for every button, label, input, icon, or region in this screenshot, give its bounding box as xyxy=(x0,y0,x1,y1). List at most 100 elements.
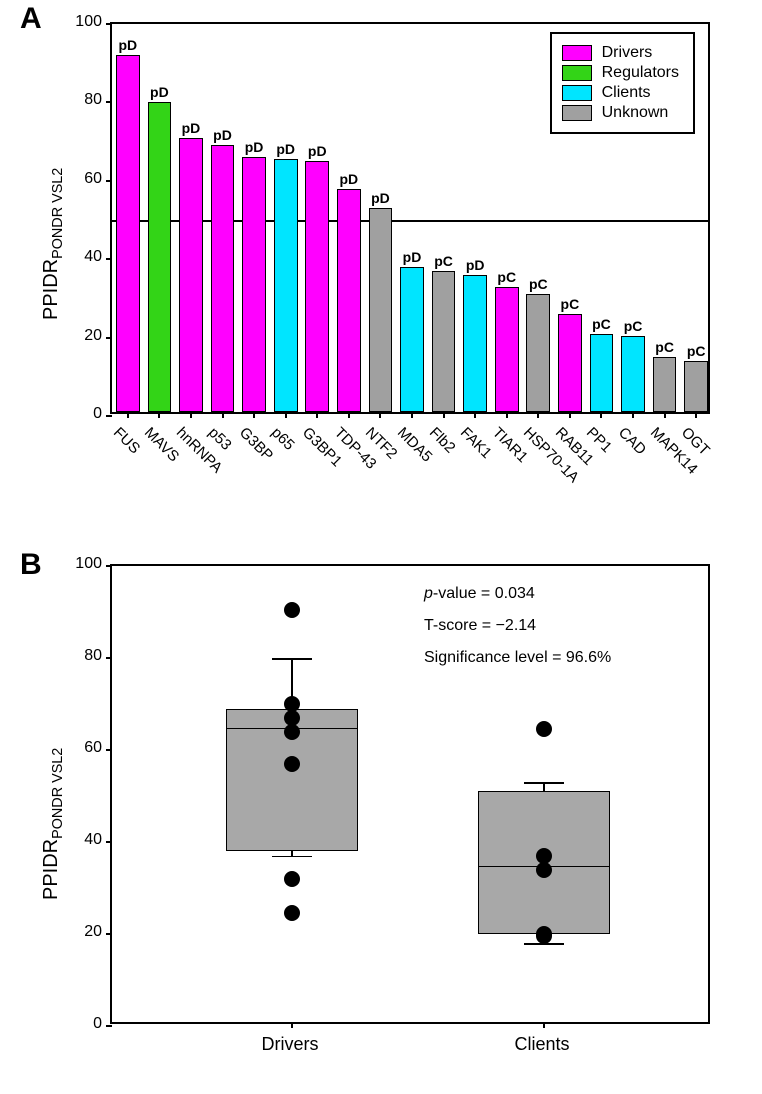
legend-swatch xyxy=(562,105,592,121)
legend-swatch xyxy=(562,65,592,81)
bar-RAB11 xyxy=(558,314,582,412)
bar-p53 xyxy=(211,145,235,412)
panel-a-yticklabel: 60 xyxy=(70,170,102,188)
bar-annot-NTF2: pD xyxy=(371,190,390,206)
bar-annot-OGT: pC xyxy=(687,343,706,359)
legend-item-Unknown: Unknown xyxy=(562,104,679,122)
panel-a-xticklabel: MAVS xyxy=(141,424,182,465)
bar-annot-RAB11: pC xyxy=(561,296,580,312)
panel-a-xticklabel: G3BP xyxy=(236,424,276,464)
bar-annot-FUS: pD xyxy=(118,37,137,53)
data-point xyxy=(284,602,300,618)
panel-b-ytick xyxy=(106,933,112,935)
bar-annot-G3BP1: pD xyxy=(308,143,327,159)
panel-a-xtick xyxy=(190,412,192,418)
panel-a-xtick xyxy=(348,412,350,418)
legend-item-Drivers: Drivers xyxy=(562,44,679,62)
panel-a-yticklabel: 20 xyxy=(70,327,102,345)
panel-a-xtick xyxy=(569,412,571,418)
bar-HSP70-1A xyxy=(526,294,550,412)
panel-a-ytick xyxy=(106,101,112,103)
data-point xyxy=(536,721,552,737)
data-point xyxy=(284,756,300,772)
legend-label: Clients xyxy=(602,84,651,102)
data-point xyxy=(284,724,300,740)
bar-hnRNPA xyxy=(179,138,203,412)
whisker-cap-upper-Clients xyxy=(524,782,564,784)
panel-a-ylabel: PPIDRPONDR VSL2 xyxy=(40,168,66,320)
panel-a-xtick xyxy=(379,412,381,418)
bar-FUS xyxy=(116,55,140,412)
data-point xyxy=(536,862,552,878)
panel-a-xtick xyxy=(222,412,224,418)
panel-a-ytick xyxy=(106,23,112,25)
bar-annot-PP1: pC xyxy=(592,316,611,332)
panel-a-ytick xyxy=(106,180,112,182)
panel-b-ylabel: PPIDRPONDR VSL2 xyxy=(40,748,66,900)
panel-a-label: A xyxy=(20,2,42,36)
panel-a-xticklabel: CAD xyxy=(615,424,649,458)
bar-G3BP xyxy=(242,157,266,412)
panel-a-yticklabel: 100 xyxy=(70,13,102,31)
bar-annot-p53: pD xyxy=(213,127,232,143)
panel-a-xtick xyxy=(411,412,413,418)
data-point xyxy=(284,905,300,921)
legend-label: Drivers xyxy=(602,44,653,62)
bar-FAK1 xyxy=(463,275,487,412)
legend-item-Clients: Clients xyxy=(562,84,679,102)
bar-TIAR1 xyxy=(495,287,519,412)
panel-a-yticklabel: 80 xyxy=(70,91,102,109)
panel-a-xtick xyxy=(474,412,476,418)
whisker-cap-upper-Drivers xyxy=(272,658,312,660)
panel-a-xtick xyxy=(285,412,287,418)
bar-annot-MAVS: pD xyxy=(150,84,169,100)
panel-b-ytick xyxy=(106,565,112,567)
bar-NTF2 xyxy=(369,208,393,412)
panel-b-ytick xyxy=(106,841,112,843)
panel-a-xticklabel: FAK1 xyxy=(457,424,495,462)
panel-a-xtick xyxy=(443,412,445,418)
panel-a-xtick xyxy=(695,412,697,418)
bar-annot-CAD: pC xyxy=(624,318,643,334)
panel-a-xticklabel: FUS xyxy=(110,424,143,457)
bar-annot-MDA5: pD xyxy=(403,249,422,265)
bar-annot-Flb2: pC xyxy=(434,253,453,269)
panel-a-ytick xyxy=(106,337,112,339)
panel-b-stat: T-score = −2.14 xyxy=(424,617,536,635)
bar-p65 xyxy=(274,159,298,412)
bar-CAD xyxy=(621,336,645,412)
bar-annot-G3BP: pD xyxy=(245,139,264,155)
bar-annot-hnRNPA: pD xyxy=(182,120,201,136)
bar-PP1 xyxy=(590,334,614,412)
legend-swatch xyxy=(562,45,592,61)
panel-a-legend: Drivers Regulators Clients Unknown xyxy=(550,32,695,134)
page-root: ApDpDpDpDpDpDpDpDpDpDpCpDpCpCpCpCpCpCpCP… xyxy=(0,0,762,1094)
bar-annot-TIAR1: pC xyxy=(497,269,516,285)
panel-b-yticklabel: 40 xyxy=(70,831,102,849)
legend-item-Regulators: Regulators xyxy=(562,64,679,82)
panel-a-xtick xyxy=(600,412,602,418)
panel-b-yticklabel: 80 xyxy=(70,647,102,665)
bar-OGT xyxy=(684,361,708,412)
panel-b-stat: Significance level = 96.6% xyxy=(424,649,611,667)
panel-a-xtick xyxy=(632,412,634,418)
bar-annot-FAK1: pD xyxy=(466,257,485,273)
bar-MAPK14 xyxy=(653,357,677,412)
panel-a-xtick xyxy=(664,412,666,418)
bar-TDP-43 xyxy=(337,189,361,412)
panel-b-ytick xyxy=(106,749,112,751)
panel-a-yticklabel: 0 xyxy=(70,405,102,423)
panel-a-xtick xyxy=(316,412,318,418)
panel-b-yticklabel: 100 xyxy=(70,555,102,573)
bar-Flb2 xyxy=(432,271,456,412)
whisker-cap-lower-Drivers xyxy=(272,856,312,858)
legend-label: Unknown xyxy=(602,104,669,122)
panel-b-ytick xyxy=(106,1025,112,1027)
bar-MAVS xyxy=(148,102,172,412)
panel-b-xtick xyxy=(291,1022,293,1028)
bar-annot-TDP-43: pD xyxy=(339,171,358,187)
panel-b-yticklabel: 20 xyxy=(70,923,102,941)
panel-b-stat: p-value = 0.034 xyxy=(424,585,535,603)
panel-a-ytick xyxy=(106,258,112,260)
panel-b-xtick xyxy=(543,1022,545,1028)
